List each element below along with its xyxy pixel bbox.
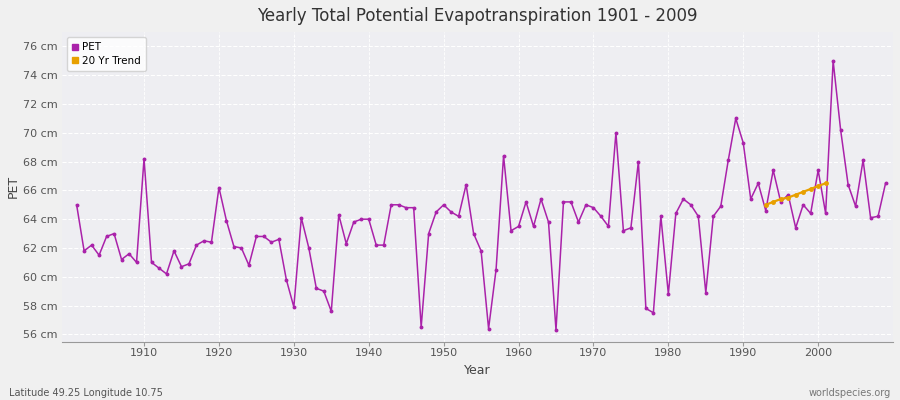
- Text: Latitude 49.25 Longitude 10.75: Latitude 49.25 Longitude 10.75: [9, 388, 163, 398]
- Y-axis label: PET: PET: [7, 175, 20, 198]
- Title: Yearly Total Potential Evapotranspiration 1901 - 2009: Yearly Total Potential Evapotranspiratio…: [257, 7, 698, 25]
- Text: worldspecies.org: worldspecies.org: [809, 388, 891, 398]
- Legend: PET, 20 Yr Trend: PET, 20 Yr Trend: [67, 37, 147, 71]
- X-axis label: Year: Year: [464, 364, 491, 377]
